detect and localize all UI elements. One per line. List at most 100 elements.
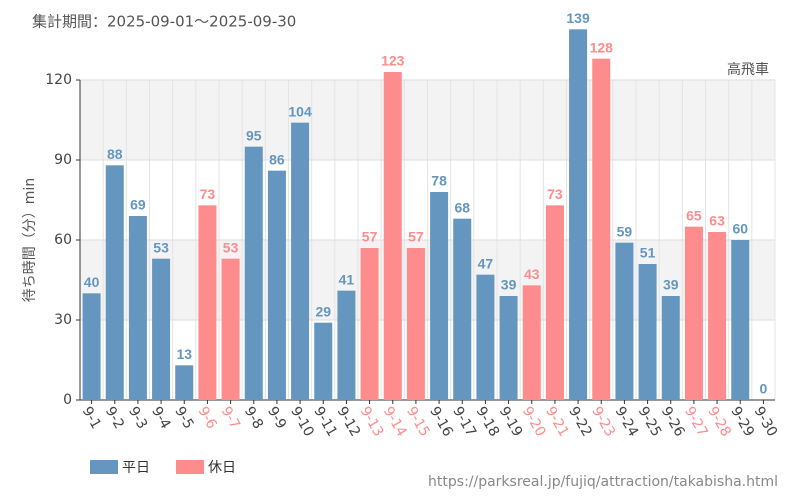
bar (453, 218, 472, 400)
bar (430, 192, 449, 400)
bar (476, 274, 495, 400)
bar (499, 296, 518, 400)
bar (569, 29, 588, 400)
value-label: 53 (223, 239, 239, 255)
value-label: 13 (176, 346, 192, 362)
bar (545, 205, 564, 400)
chart-title: 集計期間：2025-09-01～2025-09-30 (32, 13, 296, 31)
value-label: 73 (547, 186, 563, 202)
bar (522, 285, 541, 400)
x-tick-label: 9-30 (750, 404, 780, 440)
legend-label: 休日 (208, 460, 236, 476)
x-tick-label: 9-16 (426, 404, 456, 440)
x-tick-label: 9-7 (218, 404, 243, 432)
value-label: 41 (339, 271, 355, 287)
bar (221, 258, 240, 400)
x-tick-label: 9-1 (79, 404, 104, 432)
value-label: 51 (640, 245, 656, 261)
bar (731, 240, 750, 400)
x-tick-label: 9-11 (310, 404, 340, 440)
x-tick-label: 9-20 (519, 404, 549, 440)
legend-swatch (90, 460, 118, 474)
x-tick-label: 9-24 (611, 404, 641, 440)
bar (661, 296, 680, 400)
bar (105, 165, 124, 400)
value-label: 69 (130, 197, 146, 213)
x-tick-label: 9-8 (241, 404, 266, 432)
value-label: 95 (246, 127, 262, 143)
value-label: 0 (760, 381, 768, 397)
x-tick-label: 9-27 (681, 404, 711, 440)
y-tick-label: 30 (54, 312, 72, 328)
value-label: 63 (709, 213, 725, 229)
value-label: 128 (590, 39, 614, 55)
bar (152, 258, 171, 400)
value-label: 40 (84, 274, 100, 290)
bar (175, 365, 194, 400)
bar (244, 146, 263, 400)
legend-label: 平日 (122, 460, 150, 476)
x-tick-label: 9-23 (588, 404, 618, 440)
x-tick-label: 9-26 (658, 404, 688, 440)
bar (406, 248, 425, 400)
y-tick-label: 0 (63, 392, 72, 408)
plot-area (79, 79, 776, 401)
x-tick-label: 9-14 (380, 404, 410, 440)
x-tick-label: 9-4 (148, 404, 173, 432)
y-tick-label: 120 (45, 72, 72, 88)
bar (592, 58, 611, 401)
bar (383, 72, 402, 400)
value-label: 139 (566, 10, 590, 26)
value-label: 123 (381, 53, 405, 69)
value-label: 43 (524, 266, 540, 282)
x-tick-label: 9-15 (403, 404, 433, 440)
value-label: 59 (617, 223, 633, 239)
value-label: 86 (269, 151, 285, 167)
bar (82, 293, 101, 400)
y-axis-label: 待ち時間（分）min (22, 178, 38, 302)
value-label: 47 (478, 255, 494, 271)
value-label: 65 (686, 207, 702, 223)
value-label: 73 (200, 186, 216, 202)
bar (291, 122, 310, 401)
x-tick-label: 9-25 (635, 404, 665, 440)
x-tick-label: 9-13 (357, 404, 387, 440)
x-tick-label: 9-3 (125, 404, 150, 432)
bar (198, 205, 217, 400)
x-tick-label: 9-18 (472, 404, 502, 440)
bar (615, 242, 634, 400)
value-label: 29 (315, 303, 331, 319)
x-tick-label: 9-12 (333, 404, 363, 440)
y-tick-label: 90 (54, 152, 72, 168)
x-tick-label: 9-21 (542, 404, 572, 440)
value-label: 104 (288, 103, 312, 119)
bar (128, 216, 147, 400)
bar (267, 170, 286, 400)
value-label: 39 (501, 277, 517, 293)
x-tick-label: 9-17 (449, 404, 479, 440)
x-tick-label: 9-9 (264, 404, 289, 432)
value-label: 39 (663, 277, 679, 293)
legend-swatch (176, 460, 204, 474)
bar (708, 232, 727, 400)
y-tick-label: 60 (54, 232, 72, 248)
x-tick-label: 9-22 (565, 404, 595, 440)
x-tick-label: 9-2 (102, 404, 127, 432)
bar (684, 226, 703, 400)
value-label: 53 (153, 239, 169, 255)
source-url: https://parksreal.jp/fujiq/attraction/ta… (428, 474, 778, 490)
bar (314, 322, 333, 400)
x-tick-label: 9-6 (194, 404, 219, 432)
x-tick-label: 9-28 (704, 404, 734, 440)
value-label: 68 (454, 199, 470, 215)
value-label: 57 (362, 229, 378, 245)
x-tick-label: 9-19 (496, 404, 526, 440)
value-label: 57 (408, 229, 424, 245)
value-label: 88 (107, 146, 123, 162)
bar (638, 264, 657, 400)
value-label: 78 (431, 173, 447, 189)
bar (360, 248, 379, 400)
x-tick-label: 9-5 (171, 404, 196, 432)
x-tick-label: 9-29 (727, 404, 757, 440)
